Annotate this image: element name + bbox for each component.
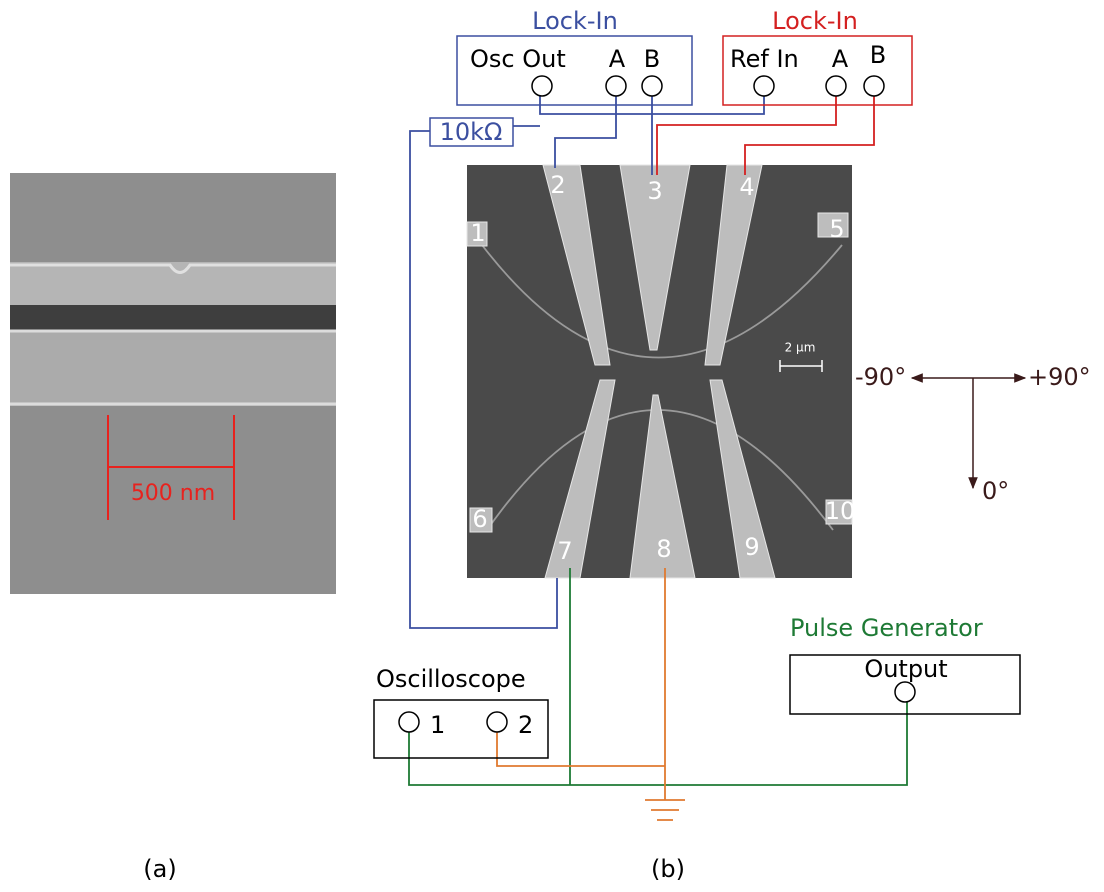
resistor-label: 10kΩ (440, 118, 503, 146)
angle-label: +90° (1028, 363, 1091, 391)
caption: (b) (651, 855, 685, 883)
port (399, 712, 419, 732)
electrode-label: 4 (739, 173, 754, 201)
electrode-label: 9 (744, 533, 759, 561)
electrode-label: 10 (825, 497, 856, 525)
electrode-label: 6 (472, 505, 487, 533)
sem-image-b (467, 165, 852, 578)
electrode-label: 7 (557, 537, 572, 565)
port (895, 682, 915, 702)
angle-label: 0° (982, 477, 1009, 505)
caption: (a) (143, 855, 176, 883)
pulse-generator-title: Pulse Generator (790, 614, 983, 642)
port-label: A (832, 45, 849, 73)
port-label: B (870, 41, 886, 69)
lock-in-title: Lock-In (532, 7, 618, 35)
angle-axes (912, 378, 1025, 488)
port-label: Ref In (730, 45, 799, 73)
electrode-label: 5 (829, 215, 844, 243)
port (826, 76, 846, 96)
port (864, 76, 884, 96)
sem-image-a (10, 173, 336, 594)
electrode-label: 3 (647, 177, 662, 205)
port-label: Osc Out (470, 45, 566, 73)
scale-label: 500 nm (131, 481, 215, 506)
port (532, 76, 552, 96)
electrode-label: 2 (550, 171, 565, 199)
port (606, 76, 626, 96)
channel-label: 2 (518, 711, 533, 739)
port (642, 76, 662, 96)
oscilloscope-title: Oscilloscope (376, 665, 526, 693)
channel-label: 1 (430, 711, 445, 739)
angle-label: -90° (855, 363, 906, 391)
figure: 500 nm (a) 1 2 3 4 5 6 7 8 9 10 2 μm (0, 0, 1104, 888)
port (487, 712, 507, 732)
lock-in-title: Lock-In (772, 7, 858, 35)
electrode-label: 1 (470, 219, 485, 247)
port-label: B (644, 45, 660, 73)
port-label: A (609, 45, 626, 73)
port-label: Output (864, 655, 947, 683)
sem-scale-label: 2 μm (785, 341, 816, 355)
port (754, 76, 774, 96)
electrode-label: 8 (656, 535, 671, 563)
